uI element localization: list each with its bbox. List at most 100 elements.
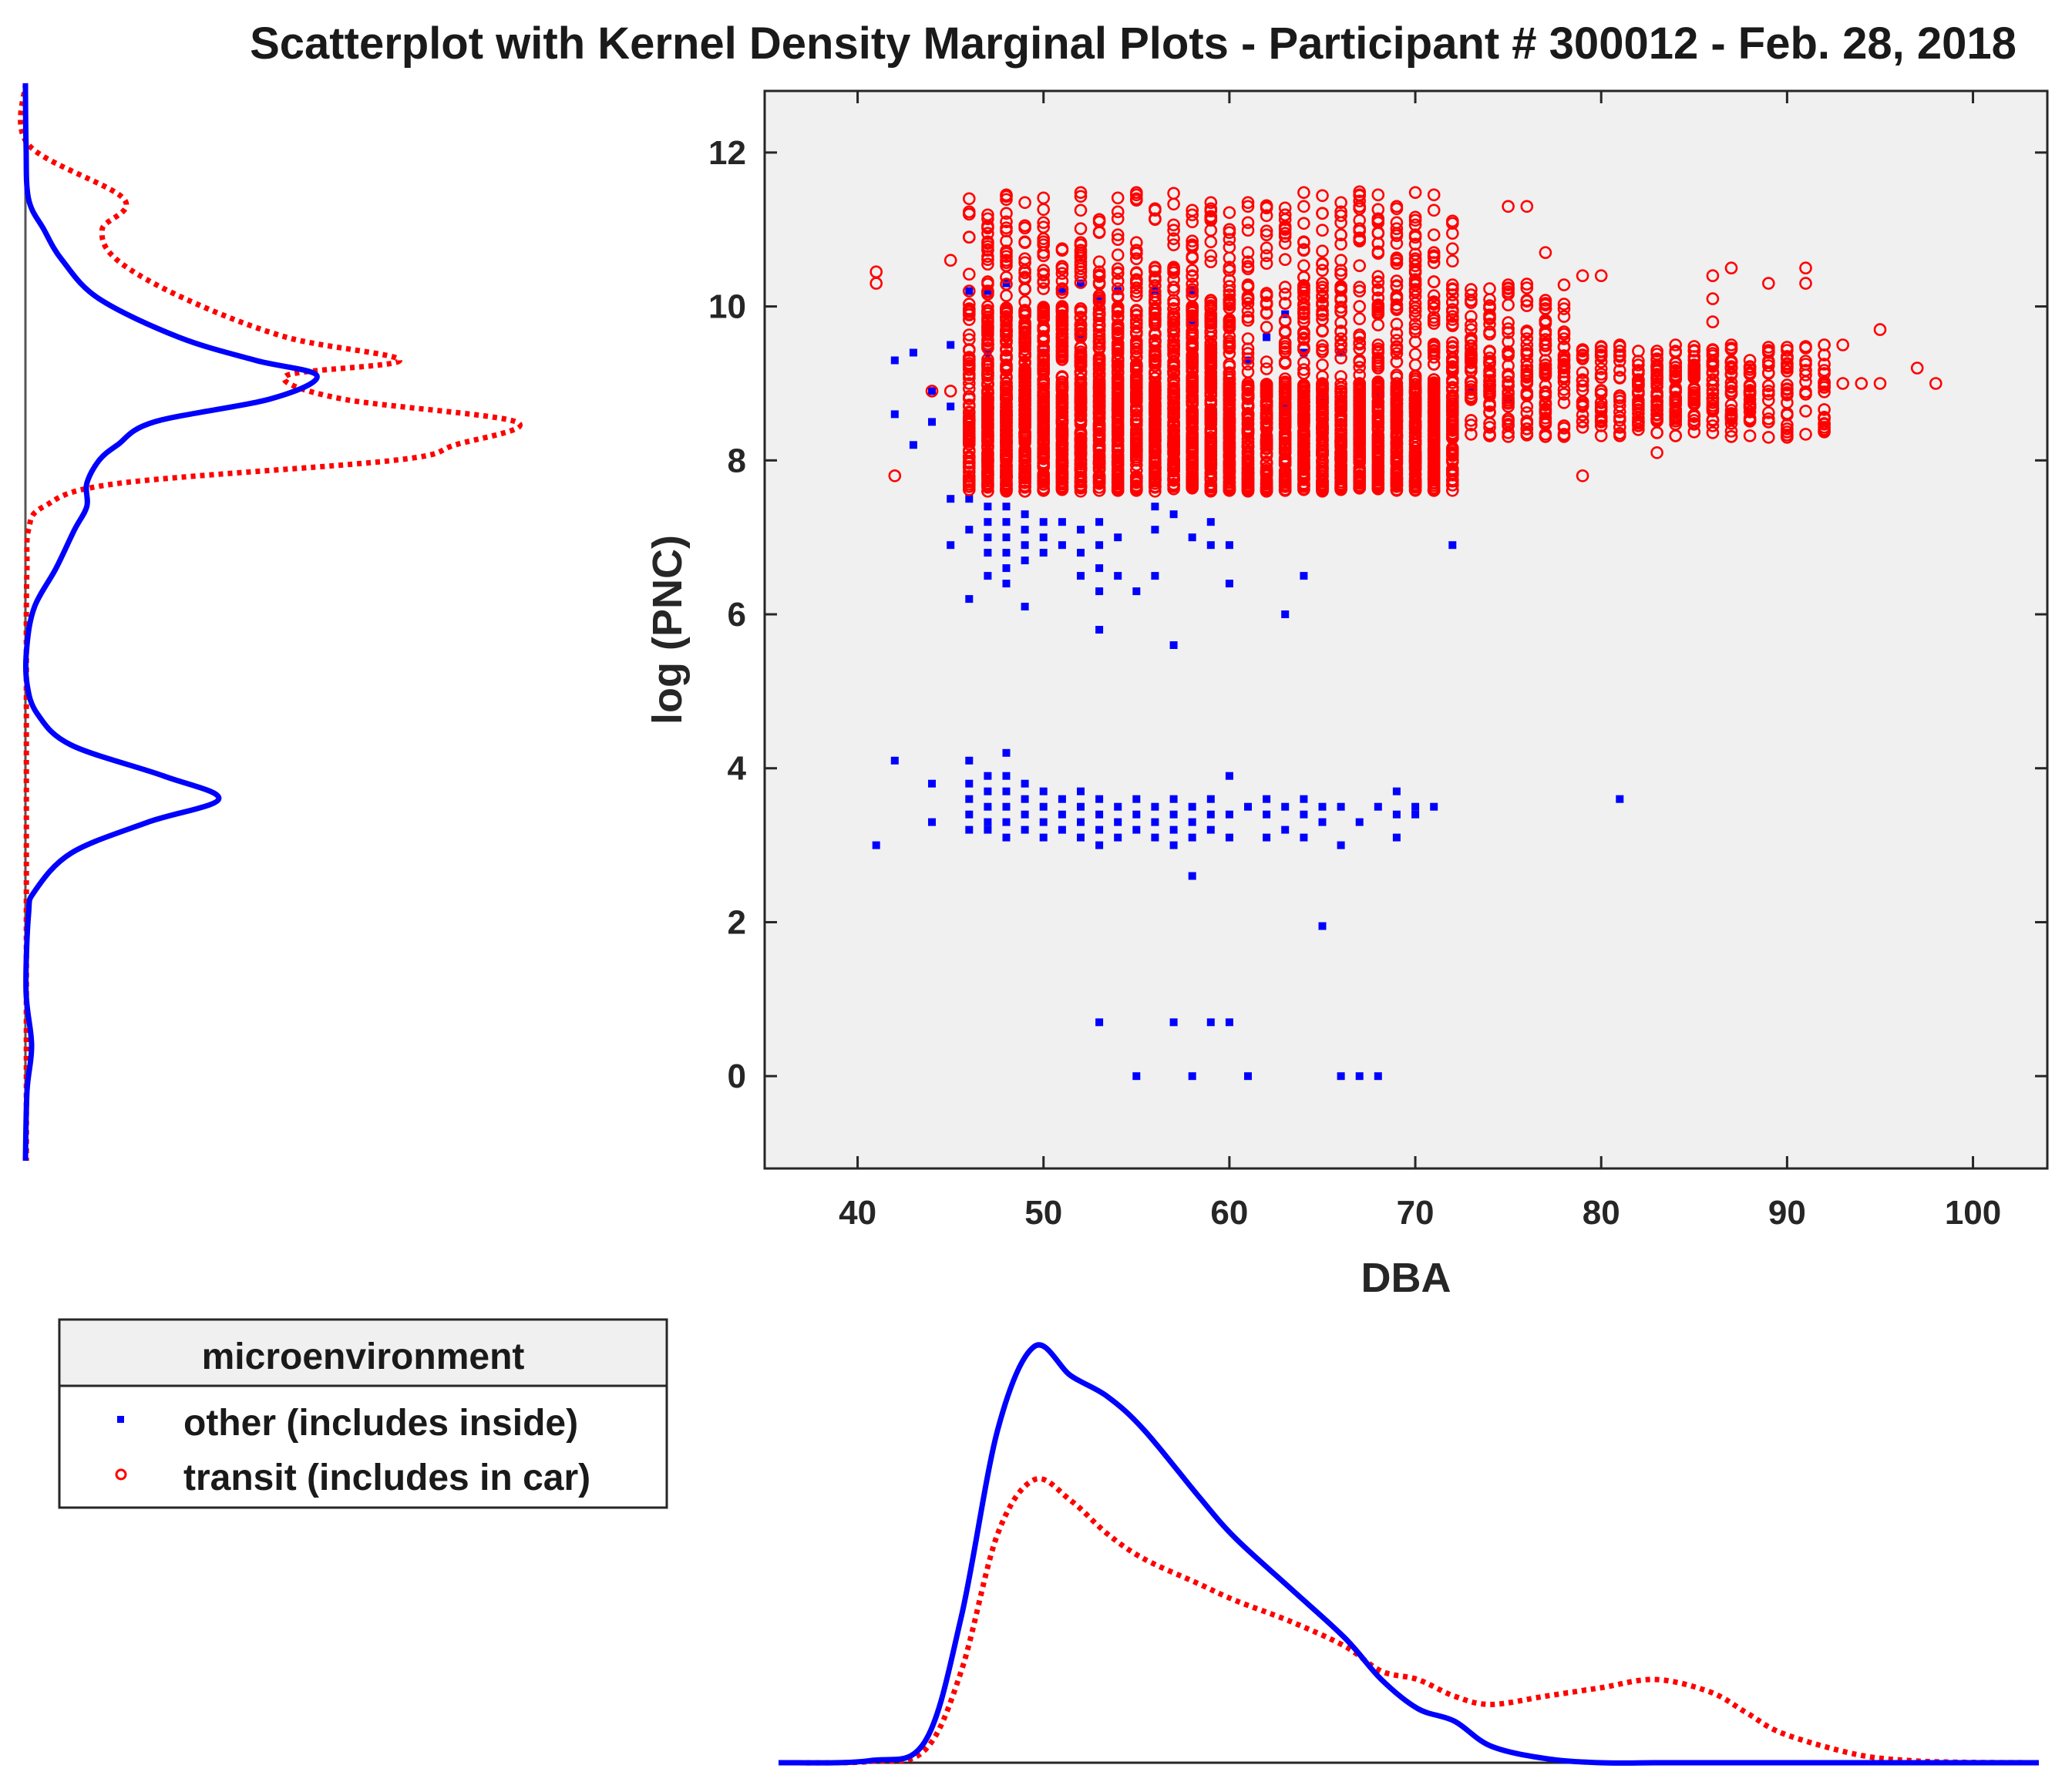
- other-point: [1244, 802, 1252, 811]
- transit-point: [1278, 429, 1292, 442]
- other-point: [1225, 810, 1233, 819]
- other-point: [1337, 1072, 1345, 1081]
- transit-point: [1223, 373, 1236, 386]
- transit-point: [1186, 277, 1199, 291]
- other-point: [1225, 580, 1233, 588]
- other-point: [1225, 541, 1233, 550]
- transit-point: [1130, 372, 1143, 385]
- other-point: [965, 825, 974, 834]
- transit-point: [1855, 377, 1868, 390]
- other-point: [1206, 541, 1215, 550]
- transit-point: [1167, 458, 1180, 472]
- transit-point: [1000, 429, 1013, 442]
- transit-point: [1111, 425, 1125, 438]
- transit-point: [1706, 315, 1720, 328]
- other-point: [1188, 802, 1196, 811]
- transit-point: [1111, 403, 1125, 416]
- transit-point: [1204, 255, 1218, 269]
- transit-point: [1111, 372, 1125, 385]
- other-point: [1002, 580, 1011, 588]
- transit-point: [1167, 434, 1180, 447]
- transit-point: [1167, 439, 1180, 453]
- transit-point: [1149, 406, 1162, 419]
- other-point: [1095, 587, 1104, 596]
- transit-point: [1037, 477, 1050, 491]
- transit-point: [1055, 267, 1069, 281]
- transit-point: [1149, 462, 1162, 476]
- other-point: [947, 341, 955, 349]
- transit-point: [963, 405, 976, 419]
- other-point: [1263, 795, 1271, 803]
- other-point: [1188, 818, 1196, 826]
- transit-point: [1000, 271, 1013, 284]
- series-transit-points: [870, 185, 1942, 498]
- other-point: [965, 779, 974, 788]
- transit-point: [1037, 415, 1050, 429]
- transit-point: [1316, 443, 1329, 457]
- other-point: [1077, 787, 1085, 795]
- transit-point: [1836, 377, 1849, 390]
- transit-point: [1241, 476, 1255, 490]
- transit-point: [1149, 467, 1162, 481]
- other-point: [1225, 1018, 1233, 1027]
- transit-point: [1149, 318, 1162, 331]
- transit-point: [1074, 403, 1088, 416]
- x-tick-label: 60: [1210, 1194, 1248, 1232]
- transit-point: [1427, 188, 1441, 202]
- transit-point: [1111, 248, 1125, 262]
- other-point: [947, 541, 955, 550]
- transit-point: [1408, 479, 1422, 493]
- transit-point: [1427, 438, 1441, 452]
- other-point: [947, 495, 955, 503]
- other-point: [1002, 549, 1011, 557]
- other-point: [890, 756, 899, 765]
- transit-point: [1353, 473, 1366, 487]
- transit-point: [1092, 456, 1106, 470]
- transit-point: [1334, 398, 1347, 411]
- other-point: [1058, 810, 1066, 819]
- transit-point: [1446, 462, 1459, 476]
- transit-point: [1408, 441, 1422, 455]
- other-point: [1114, 833, 1122, 842]
- other-point: [1021, 603, 1029, 610]
- transit-point: [1186, 404, 1199, 417]
- transit-point: [1408, 462, 1422, 476]
- transit-point: [981, 476, 994, 490]
- transit-point: [1018, 221, 1031, 235]
- other-point: [1095, 294, 1104, 303]
- transit-point: [1223, 419, 1236, 432]
- transit-point: [1297, 429, 1310, 442]
- transit-point: [1149, 430, 1162, 443]
- other-point: [1077, 833, 1085, 842]
- other-point: [984, 549, 992, 557]
- transit-point: [981, 341, 994, 355]
- transit-point: [963, 421, 976, 434]
- transit-point: [1316, 207, 1329, 220]
- transit-point: [1055, 416, 1069, 429]
- other-point: [1058, 518, 1066, 526]
- transit-point: [1074, 302, 1088, 315]
- transit-point: [1130, 252, 1143, 266]
- other-point: [1151, 833, 1159, 842]
- other-point: [1151, 503, 1159, 511]
- chart-title: Scatterplot with Kernel Density Marginal…: [250, 18, 2016, 69]
- transit-point: [1278, 227, 1292, 240]
- other-point: [984, 572, 992, 580]
- transit-point: [963, 459, 976, 473]
- transit-point: [1390, 452, 1404, 466]
- transit-point: [1223, 480, 1236, 494]
- transit-point: [963, 192, 976, 206]
- other-point: [1132, 795, 1141, 803]
- other-point: [1300, 795, 1308, 803]
- transit-point: [1092, 357, 1106, 370]
- transit-point: [1873, 377, 1887, 390]
- other-point: [1114, 533, 1122, 542]
- transit-point: [981, 396, 994, 409]
- other-point: [1002, 564, 1011, 573]
- transit-point: [925, 385, 939, 398]
- transit-point: [1186, 370, 1199, 383]
- transit-point: [981, 319, 994, 332]
- transit-point: [963, 400, 976, 413]
- transit-point: [1111, 305, 1125, 318]
